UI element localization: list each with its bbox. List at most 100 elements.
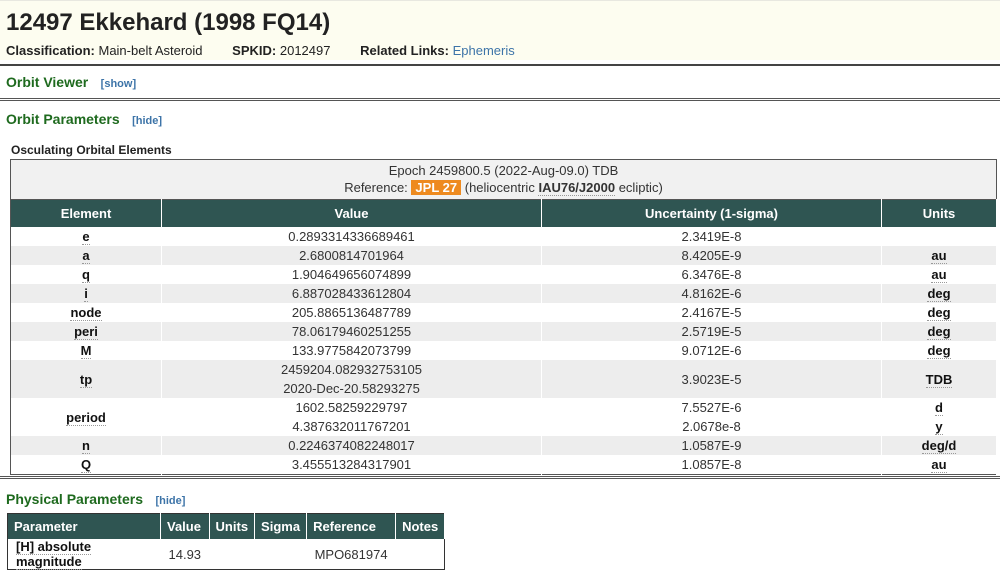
element-name: M <box>80 343 92 359</box>
element-uncertainty: 2.4167E-5 <box>681 305 742 320</box>
divider <box>0 64 1000 66</box>
table-row: 2020-Dec-20.58293275 <box>11 379 997 398</box>
parameter-name: [H] absolute magnitude <box>16 539 92 570</box>
parameter-units <box>209 539 255 570</box>
orbital-elements-table: Epoch 2459800.5 (2022-Aug-09.0) TDB Refe… <box>10 159 997 475</box>
element-units: deg <box>927 343 951 359</box>
element-uncertainty: 2.3419E-8 <box>681 229 742 244</box>
orbit-viewer-show-toggle[interactable]: [show] <box>100 78 137 90</box>
physical-parameters-section: Physical Parameters [hide] <box>0 483 1000 513</box>
column-header-parameter: Parameter <box>7 513 161 539</box>
classification-label: Classification: <box>6 43 95 58</box>
element-units: au <box>931 248 947 264</box>
related-links-label: Related Links: <box>360 43 449 58</box>
table-row: period 1602.58259229797 7.5527E-6 d <box>10 398 997 436</box>
element-name: e <box>82 229 90 245</box>
element-name: i <box>84 286 88 302</box>
orbit-viewer-title: Orbit Viewer <box>6 74 89 90</box>
table-row: tp 2459204.082932753105 3.9023E-5 TDB <box>10 360 997 398</box>
ephemeris-link[interactable]: Ephemeris <box>452 43 515 58</box>
element-value: 0.2893314336689461 <box>288 229 415 244</box>
column-header-sigma: Sigma <box>254 513 308 539</box>
frame-prefix: (heliocentric <box>464 180 535 195</box>
element-uncertainty: 2.0678e-8 <box>682 419 741 434</box>
table-header-row: Parameter Value Units Sigma Reference No… <box>7 513 446 539</box>
element-name: a <box>82 248 90 264</box>
element-units: au <box>931 267 947 283</box>
table-header-row: Element Value Uncertainty (1-sigma) Unit… <box>10 199 997 227</box>
column-header-units: Units <box>881 199 997 227</box>
table-row: a 2.6800814701964 8.4205E-9 au <box>10 246 997 265</box>
parameter-value: 14.93 <box>168 546 202 562</box>
element-value: 1602.58259229797 <box>295 400 408 415</box>
element-value: 78.06179460251255 <box>291 324 412 339</box>
epoch-text: Epoch 2459800.5 (2022-Aug-09.0) TDB <box>388 163 619 178</box>
table-row: node 205.8865136487789 2.4167E-5 deg <box>10 303 997 322</box>
element-value: 1.904649656074899 <box>291 267 412 282</box>
element-units: y <box>935 419 943 435</box>
page-title: 12497 Ekkehard (1998 FQ14) <box>6 9 331 36</box>
element-name: tp <box>79 371 93 388</box>
element-value: 3.455513284317901 <box>291 457 412 472</box>
element-value: 2020-Dec-20.58293275 <box>283 381 420 396</box>
element-name: q <box>82 267 90 283</box>
element-units: d <box>935 400 943 416</box>
osculating-elements-heading: Osculating Orbital Elements <box>11 143 172 157</box>
table-row: i 6.887028433612804 4.8162E-6 deg <box>10 284 997 303</box>
frame-name: IAU76/J2000 <box>538 180 616 196</box>
orbit-parameters-hide-toggle[interactable]: [hide] <box>132 115 163 127</box>
spkid-value: 2012497 <box>279 43 331 58</box>
element-uncertainty: 4.8162E-6 <box>681 286 742 301</box>
element-uncertainty: 1.0857E-8 <box>681 457 742 472</box>
element-units: deg <box>927 286 951 302</box>
column-header-notes: Notes <box>395 513 446 539</box>
element-uncertainty: 3.9023E-5 <box>681 371 742 387</box>
element-value: 2459204.082932753105 <box>281 362 422 377</box>
element-uncertainty: 7.5527E-6 <box>681 400 742 415</box>
element-value: 4.387632011767201 <box>292 419 411 434</box>
element-units: deg <box>927 324 951 340</box>
element-name: period <box>66 409 106 426</box>
physical-parameters-hide-toggle[interactable]: [hide] <box>155 495 186 507</box>
element-name: peri <box>74 324 98 340</box>
table-row: [H] absolute magnitude 14.93 MPO681974 <box>8 539 445 570</box>
orbit-viewer-section: Orbit Viewer [show] <box>0 66 1000 98</box>
element-units: deg/d <box>921 438 957 454</box>
element-name: n <box>82 438 90 454</box>
element-value: 2.6800814701964 <box>299 248 404 263</box>
epoch-caption: Epoch 2459800.5 (2022-Aug-09.0) TDB Refe… <box>10 159 997 199</box>
element-value: 205.8865136487789 <box>291 305 412 320</box>
element-value: 6.887028433612804 <box>291 286 412 301</box>
column-header-uncertainty: Uncertainty (1-sigma) <box>541 199 882 227</box>
physical-parameters-title: Physical Parameters <box>6 491 143 507</box>
table-row: 4.387632011767201 2.0678e-8 y <box>11 417 997 436</box>
reference-label: Reference: <box>344 180 408 195</box>
spkid-label: SPKID: <box>232 43 277 58</box>
element-uncertainty: 8.4205E-9 <box>681 248 742 263</box>
element-units: TDB <box>925 371 953 388</box>
frame-suffix: ecliptic) <box>618 180 663 195</box>
reference-badge: JPL 27 <box>411 180 462 195</box>
element-uncertainty: 9.0712E-6 <box>681 343 742 358</box>
element-uncertainty: 2.5719E-5 <box>681 324 742 339</box>
orbit-parameters-section: Orbit Parameters [hide] <box>0 103 1000 135</box>
column-header-units: Units <box>209 513 256 539</box>
parameter-notes <box>396 539 445 570</box>
object-meta: Classification: Main-belt Asteroid SPKID… <box>6 43 994 58</box>
table-row: e 0.2893314336689461 2.3419E-8 <box>10 227 997 246</box>
physical-parameters-table: Parameter Value Units Sigma Reference No… <box>7 513 446 570</box>
page-header: 12497 Ekkehard (1998 FQ14) Classificatio… <box>0 0 1000 60</box>
element-name: Q <box>80 457 92 473</box>
classification-value: Main-belt Asteroid <box>98 43 203 58</box>
element-uncertainty: 1.0587E-9 <box>681 438 742 453</box>
element-value: 133.9775842073799 <box>291 343 412 358</box>
table-row: M 133.9775842073799 9.0712E-6 deg <box>10 341 997 360</box>
element-name: node <box>70 305 102 321</box>
column-header-value: Value <box>161 199 542 227</box>
column-header-element: Element <box>10 199 162 227</box>
table-row: q 1.904649656074899 6.3476E-8 au <box>10 265 997 284</box>
table-row: n 0.2246374082248017 1.0587E-9 deg/d <box>10 436 997 455</box>
table-row: Q 3.455513284317901 1.0857E-8 au <box>10 455 997 475</box>
column-header-reference: Reference <box>306 513 397 539</box>
table-row: peri 78.06179460251255 2.5719E-5 deg <box>10 322 997 341</box>
